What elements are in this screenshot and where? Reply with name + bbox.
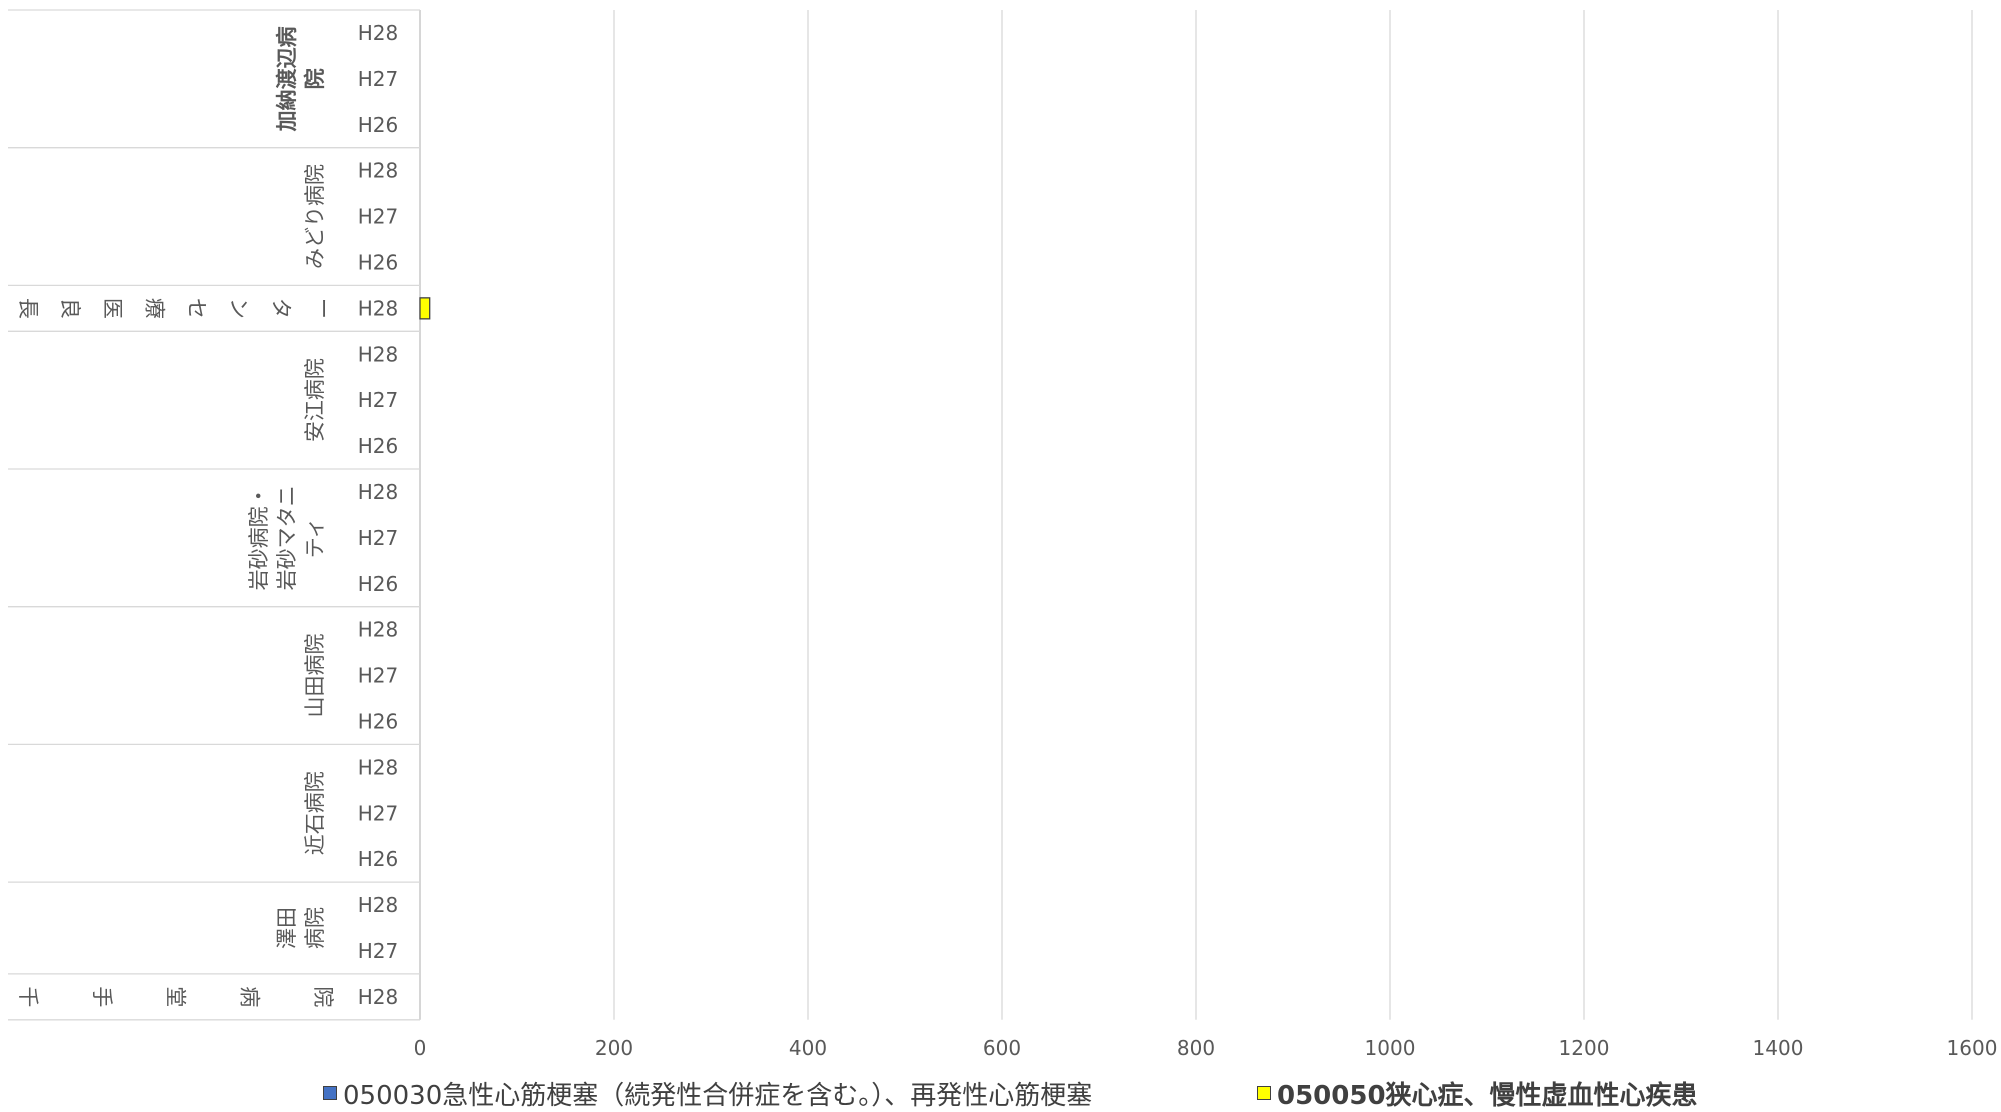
group-label: ティ <box>303 517 327 558</box>
group-label-char: セ <box>185 298 209 319</box>
year-label: H28 <box>358 159 399 183</box>
x-tick-label: 800 <box>1177 1036 1215 1060</box>
year-label: H26 <box>358 250 399 274</box>
year-label: H28 <box>358 342 399 366</box>
group-label-char: 医 <box>100 298 124 319</box>
year-label: H28 <box>358 985 399 1009</box>
group-label: 院 <box>303 68 327 89</box>
group-label-char: 長 <box>16 298 40 319</box>
group-label-char: 院 <box>311 986 335 1007</box>
year-label: H26 <box>358 709 399 733</box>
bar <box>419 297 431 320</box>
x-tick-label: 400 <box>789 1036 827 1060</box>
legend-swatch-acute-mi <box>323 1086 337 1100</box>
group-label: 加納渡辺病 <box>275 26 299 132</box>
year-label: H28 <box>358 296 399 320</box>
legend-label-acute-mi: 050030急性心筋梗塞（続発性合併症を含む。）、再発性心筋梗塞 <box>343 1080 1093 1111</box>
group-label-char: ー <box>311 298 335 319</box>
legend-label-angina: 050050狭心症、慢性虚血性心疾患 <box>1277 1080 1698 1111</box>
group-label-char: 病 <box>237 986 261 1007</box>
year-label: H27 <box>358 664 399 688</box>
year-label: H26 <box>358 847 399 871</box>
x-tick-label: 1600 <box>1947 1036 1998 1060</box>
group-label: みどり病院 <box>303 164 327 269</box>
year-label: H27 <box>358 388 399 412</box>
legend: 050050狭心症、慢性虚血性心疾患 <box>1257 1076 1698 1111</box>
legend-swatch-angina <box>1257 1086 1271 1100</box>
x-tick-label: 1400 <box>1753 1036 1804 1060</box>
x-tick-label: 0 <box>414 1036 427 1060</box>
group-label-char: 手 <box>90 986 114 1007</box>
x-tick-label: 1200 <box>1559 1036 1610 1060</box>
year-label: H26 <box>358 434 399 458</box>
group-label: 岩砂マタニ <box>275 485 299 590</box>
group-label: 澤田 <box>275 907 299 949</box>
group-label-char: 良 <box>58 298 82 319</box>
year-label: H28 <box>358 755 399 779</box>
x-tick-label: 600 <box>983 1036 1021 1060</box>
group-label: 山田病院 <box>303 634 327 718</box>
year-label: H28 <box>358 618 399 642</box>
year-label: H28 <box>358 21 399 45</box>
year-label: H28 <box>358 893 399 917</box>
group-label: 病院 <box>303 907 327 949</box>
year-label: H27 <box>358 526 399 550</box>
year-label: H26 <box>358 572 399 596</box>
year-label: H27 <box>358 67 399 91</box>
x-tick-label: 1000 <box>1365 1036 1416 1060</box>
group-label-char: 堂 <box>164 986 188 1007</box>
year-label: H26 <box>358 113 399 137</box>
group-label-char: 千 <box>16 986 40 1007</box>
group-label-char: タ <box>269 298 293 319</box>
year-label: H27 <box>358 801 399 825</box>
group-label: 近石病院 <box>303 771 327 855</box>
group-label: 岩砂病院・ <box>247 485 271 590</box>
year-label: H27 <box>358 939 399 963</box>
year-label: H27 <box>358 205 399 229</box>
group-label: 安江病院 <box>303 358 327 442</box>
year-label: H28 <box>358 480 399 504</box>
group-label-char: 療 <box>142 298 166 319</box>
x-tick-label: 200 <box>595 1036 633 1060</box>
legend: 050030急性心筋梗塞（続発性合併症を含む。）、再発性心筋梗塞 <box>323 1076 1093 1111</box>
group-label-char: ン <box>227 298 251 319</box>
